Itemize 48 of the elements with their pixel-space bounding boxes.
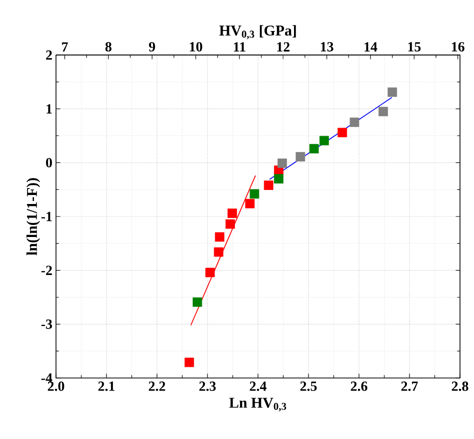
x2-tick-label: 9 [148, 42, 156, 52]
y-tick-label: -2 [41, 266, 52, 275]
y-tick-label: 0 [46, 158, 52, 168]
x-tick-label: 2.7 [401, 382, 418, 391]
point [250, 189, 260, 199]
x-tick-label: 2.1 [98, 382, 114, 391]
y-tick-label: -4 [41, 373, 52, 383]
x-tick-label: 2.5 [300, 382, 317, 391]
point [264, 180, 274, 190]
point [214, 247, 224, 257]
x-tick-label: 2.6 [350, 382, 368, 391]
x-axis-title: Ln HV$_{0,3}$ [229, 398, 286, 412]
point [350, 118, 360, 127]
y-tick-label: -1 [41, 212, 52, 222]
x-tick-label: 2.2 [148, 382, 166, 391]
point [388, 87, 398, 97]
point [319, 136, 329, 146]
x2-tick-label: 10 [190, 42, 202, 52]
x-tick-label: 2.3 [199, 382, 216, 391]
y-axis-title: ln(ln(1/1-F)) [26, 178, 40, 256]
point [214, 232, 224, 242]
point [278, 158, 287, 168]
point [309, 144, 319, 154]
x2-tick-label: 13 [320, 42, 334, 52]
x-tick-label: 2.4 [250, 382, 266, 391]
point [378, 106, 388, 116]
y-tick-label: -3 [41, 319, 52, 329]
point [205, 268, 215, 278]
y-tick-label: 1 [46, 104, 52, 114]
x2-tick-label: 11 [234, 42, 246, 52]
point [184, 358, 194, 368]
point [245, 198, 255, 208]
x2-tick-label: 14 [364, 42, 378, 52]
x2-tick-label: 7 [62, 42, 68, 52]
point [226, 219, 235, 229]
y-tick-label: 2 [46, 50, 52, 60]
point [192, 297, 202, 307]
point [228, 208, 237, 218]
x-tick-label: 2.8 [452, 382, 468, 391]
x2-tick-label: 15 [408, 42, 421, 52]
x2-tick-label: 16 [452, 42, 464, 52]
x2-axis-title: HV$_{0,3}$ [GPa] [219, 25, 296, 40]
point [296, 152, 306, 162]
x2-tick-label: 8 [105, 42, 112, 52]
point [338, 128, 348, 138]
x2-tick-label: 12 [277, 42, 290, 52]
x-tick-label: 2.0 [48, 382, 64, 391]
point [274, 174, 284, 184]
